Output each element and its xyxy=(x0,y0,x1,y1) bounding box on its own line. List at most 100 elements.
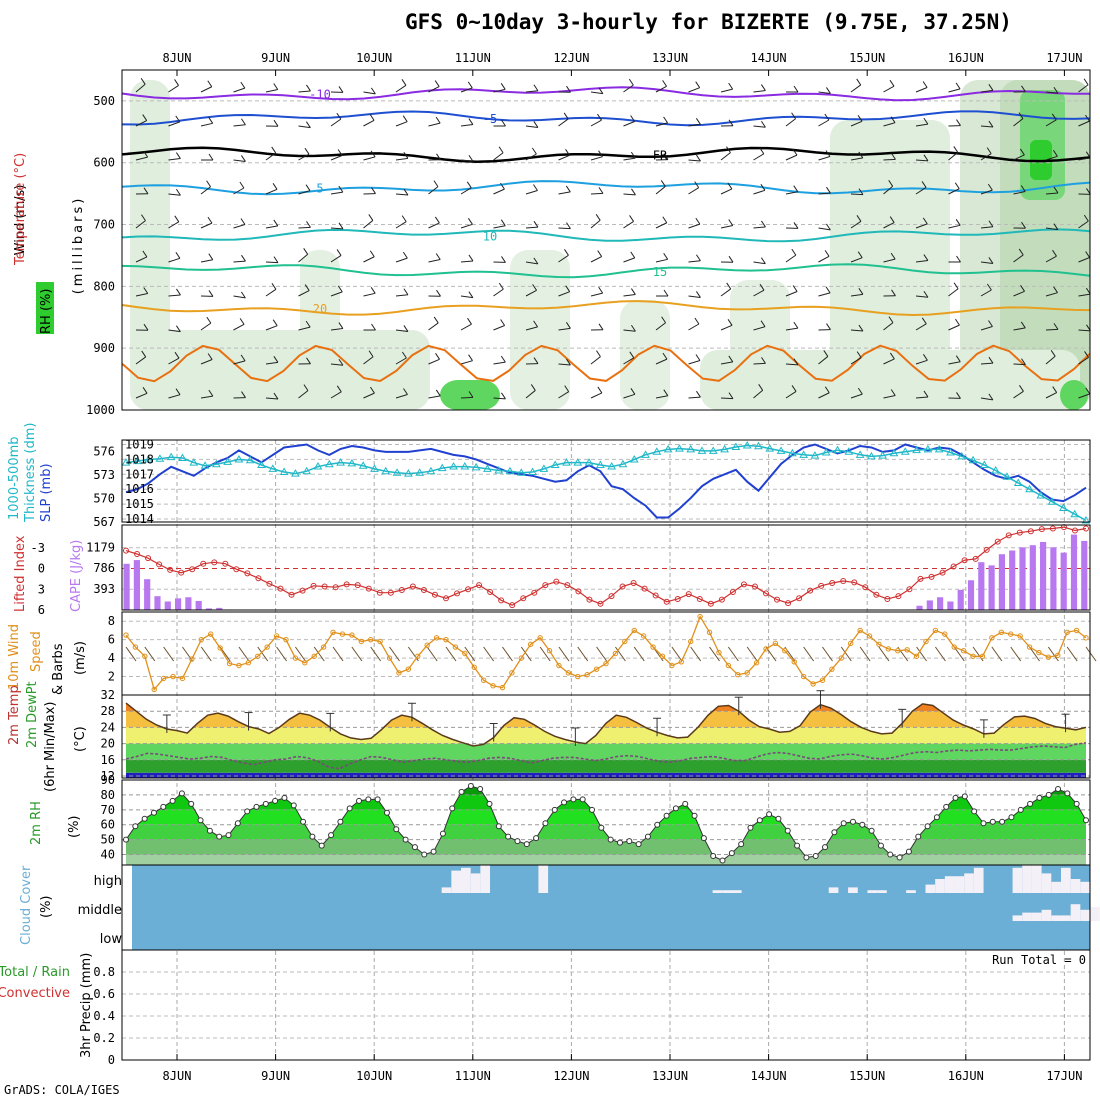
lifted-index-point xyxy=(763,590,769,597)
wind-barb-10m xyxy=(1010,646,1022,662)
rh-point xyxy=(803,854,810,861)
wind-barb-flag xyxy=(1019,385,1024,392)
wind-speed-point xyxy=(424,642,430,648)
wind-barb xyxy=(883,322,894,331)
wind-barb-flag xyxy=(436,289,441,297)
wind-barb-flag xyxy=(1052,249,1057,257)
label-convective: Convective xyxy=(0,986,70,1001)
wind-barb-flag xyxy=(988,257,994,264)
high-cloud-bar xyxy=(828,887,839,893)
wind-barb xyxy=(818,392,830,399)
rh-point xyxy=(672,805,679,812)
wind-barb xyxy=(460,295,473,299)
wind-barb xyxy=(200,222,213,229)
high-cloud-bar xyxy=(1070,879,1081,893)
thickness-tick-label: 570 xyxy=(93,492,115,506)
wind-barb-flag xyxy=(630,251,636,259)
wind-barb xyxy=(915,187,927,195)
wind-barb-flag xyxy=(728,82,734,90)
temp-band xyxy=(126,727,1086,744)
wind-barb xyxy=(493,188,505,195)
wind-barb xyxy=(395,157,408,161)
wind-barb-flag xyxy=(566,358,571,366)
thickness-point xyxy=(347,458,357,467)
thickness-point xyxy=(1081,515,1091,524)
rh-point xyxy=(467,782,474,789)
wind-speed-point xyxy=(358,638,364,645)
temp-tick-label: 12 xyxy=(101,769,115,783)
label-2m-dewpt: 2m DewPt xyxy=(25,681,40,748)
wind-barb-10m xyxy=(765,646,777,662)
wind-barb-flag xyxy=(728,255,734,263)
wind-barb-10m xyxy=(803,646,815,662)
lifted-index-point xyxy=(255,575,262,582)
wind-speed-point xyxy=(772,640,779,647)
rh-point xyxy=(700,835,707,842)
thickness-point xyxy=(629,455,639,463)
rh-point xyxy=(1008,814,1015,821)
wind-barb xyxy=(558,191,571,195)
wind-barb xyxy=(233,187,245,195)
wind-barb-flag xyxy=(595,214,601,221)
wind-barb-flag xyxy=(1051,113,1057,121)
wind-barb xyxy=(753,189,766,195)
thickness-point xyxy=(336,458,345,466)
wind-barb xyxy=(980,362,994,365)
thickness-point xyxy=(257,460,266,468)
bottom-axis-date-label: 12JUN xyxy=(553,1069,589,1083)
wind-barb-flag xyxy=(597,386,603,394)
wind-barb xyxy=(265,225,278,229)
wind-barb xyxy=(330,155,343,161)
thickness-point xyxy=(528,467,537,476)
wind-barb-flag xyxy=(371,323,376,331)
wind-barb-10m xyxy=(125,646,137,662)
mid-cloud-bar xyxy=(1080,909,1090,921)
rh-point xyxy=(300,818,307,825)
wind-speed-point xyxy=(556,662,562,669)
wind-barb-flag xyxy=(988,220,994,228)
slp-tick-label: 1016 xyxy=(125,482,154,496)
precip-tick-label: 0.6 xyxy=(93,987,115,1001)
thickness-point xyxy=(912,445,921,454)
wind-speed-point xyxy=(1026,644,1033,650)
lifted-index-point xyxy=(641,585,648,592)
wind-barb xyxy=(1078,357,1089,365)
thickness-point xyxy=(731,442,741,451)
label-temperature: Temperature (°C) xyxy=(13,153,28,266)
cape-bar xyxy=(123,563,130,610)
thickness-point xyxy=(810,451,820,459)
wind-speed-point xyxy=(791,659,797,665)
rh-point xyxy=(747,824,754,831)
wind-barb xyxy=(168,394,181,399)
wind-barb-flag xyxy=(175,252,181,259)
wind-speed-point xyxy=(1036,649,1042,656)
wind-barb-10m xyxy=(445,646,457,662)
wind-speed-point xyxy=(132,644,139,650)
label-speed: Speed xyxy=(29,631,44,672)
wind-speed-point xyxy=(829,666,835,672)
wind-barb-flag xyxy=(240,155,246,162)
wind-barb xyxy=(623,393,636,399)
wind-barb-flag xyxy=(695,81,701,88)
wind-barb-flag xyxy=(793,358,799,366)
pressure-tick-label: 900 xyxy=(93,341,115,355)
wind-barb-flag xyxy=(467,218,473,225)
isotherm-label: -5 xyxy=(483,112,497,126)
thickness-point xyxy=(618,459,628,468)
wind-speed-point xyxy=(753,660,760,666)
rh-point xyxy=(551,806,558,813)
cape-bar xyxy=(133,560,140,610)
rh-point xyxy=(486,800,493,807)
rh-point xyxy=(123,836,129,843)
wind-barb xyxy=(168,221,180,229)
wind-barb-flag xyxy=(564,385,570,392)
wind-barb xyxy=(883,258,896,263)
thickness-point xyxy=(437,463,447,472)
rh-point xyxy=(439,830,446,837)
rh-point xyxy=(533,835,540,842)
wind-barb-flag xyxy=(988,356,994,364)
wind-barb xyxy=(1013,390,1024,399)
wind-speed-point xyxy=(970,653,976,659)
wind-tick-label: 8 xyxy=(108,614,115,628)
wind-barb xyxy=(493,288,504,297)
